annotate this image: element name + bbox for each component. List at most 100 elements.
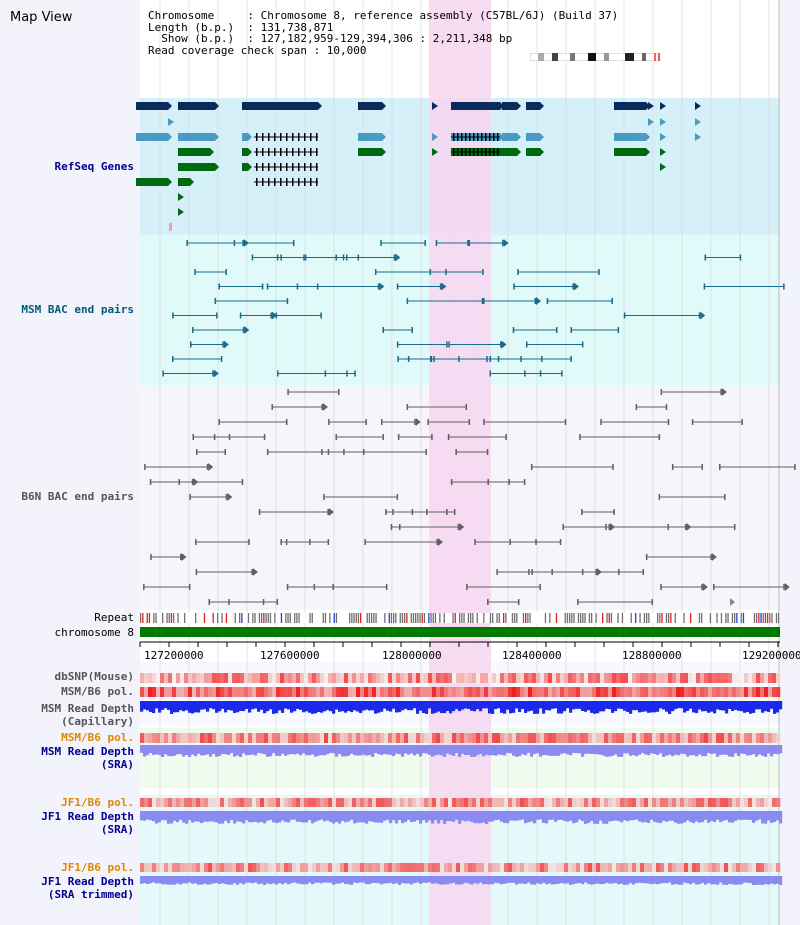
jf1-depth-bar: [278, 811, 282, 823]
jf1-b6-pol-trim-cell: [296, 863, 301, 872]
msm-b6-pol-cell: [504, 687, 509, 697]
msm-b6-pol-cell: [476, 687, 481, 697]
track-label-refseq[interactable]: RefSeq Genes: [54, 160, 134, 173]
msm-depth-cap-bar: [614, 701, 618, 712]
track-label-jf1-pol-2[interactable]: JF1/B6 pol.: [61, 861, 134, 874]
jf1-depth-trim-bar: [311, 876, 315, 885]
msm-depth-cap-bar: [323, 701, 327, 712]
jf1-b6-pol-trim-cell: [684, 863, 689, 872]
jf1-depth-bar: [338, 811, 342, 824]
jf1-depth-bar: [269, 811, 273, 820]
repeat-element: [621, 613, 624, 623]
msm-b6-pol-sra-cell: [340, 733, 345, 743]
track-label-msm-b6-pol[interactable]: MSM/B6 pol.: [61, 685, 134, 698]
refseq-exon: [473, 133, 475, 141]
jf1-b6-pol-trim-cell: [724, 863, 729, 872]
dbsnp-cell: [736, 673, 741, 683]
chromosome-ideogram[interactable]: [530, 53, 660, 61]
msm-depth-sra-bar: [590, 745, 594, 755]
track-label-jf1-depth[interactable]: JF1 Read Depth: [41, 810, 134, 823]
msm-bac-arrow: [441, 282, 447, 291]
track-label-msm-bac[interactable]: MSM BAC end pairs: [21, 303, 134, 316]
jf1-depth-trim-bar: [476, 876, 480, 884]
msm-depth-sra-bar: [530, 745, 534, 757]
msm-depth-sra-bar: [479, 745, 483, 754]
msm-depth-cap-bar: [731, 701, 735, 711]
jf1-b6-pol-trim-cell: [480, 863, 485, 872]
track-label-b6n-bac[interactable]: B6N BAC end pairs: [21, 490, 134, 503]
dbsnp-cell: [764, 673, 769, 683]
refseq-exon: [481, 133, 483, 141]
jf1-depth-trim-bar: [482, 876, 486, 885]
jf1-depth-trim-bar: [383, 876, 387, 884]
msm-depth-cap-bar: [608, 701, 612, 710]
jf1-depth-trim-bar: [518, 876, 522, 884]
repeat-element: [617, 613, 619, 623]
msm-depth-cap-bar: [218, 701, 222, 712]
refseq-gene-arrow: [695, 118, 701, 126]
dbsnp-cell: [728, 673, 733, 683]
msm-b6-pol-sra-cell: [236, 733, 241, 743]
refseq-gene-arrow: [382, 133, 386, 141]
jf1-depth-bar: [263, 811, 267, 824]
jf1-b6-pol-trim-cell: [224, 863, 229, 872]
track-label-jf1-pol[interactable]: JF1/B6 pol.: [61, 796, 134, 809]
msm-depth-cap-bar: [671, 701, 675, 712]
msm-b6-pol-cell: [172, 687, 177, 697]
msm-depth-cap-bar: [443, 701, 447, 714]
msm-b6-pol-sra-cell: [252, 733, 257, 743]
jf1-depth-bar: [707, 811, 711, 823]
jf1-depth-trim-bar: [182, 876, 186, 884]
track-label-msm-b6-pol-2[interactable]: MSM/B6 pol.: [61, 731, 134, 744]
jf1-b6-pol-trim-cell: [428, 863, 433, 872]
b6n-bac-end: [564, 419, 567, 425]
repeat-element: [247, 613, 250, 623]
jf1-depth-trim-bar: [569, 876, 573, 885]
msm-b6-pol-cell: [224, 687, 229, 697]
msm-b6-pol-sra-cell: [764, 733, 769, 743]
msm-b6-pol-cell: [208, 687, 213, 697]
msm-depth-sra-bar: [527, 745, 531, 753]
jf1-depth-trim-bar: [467, 876, 471, 884]
jf1-depth-trim-bar: [653, 876, 657, 884]
jf1-depth-bar: [410, 811, 414, 823]
repeat-element: [353, 613, 355, 623]
msm-depth-sra-bar: [281, 745, 285, 754]
msm-depth-cap-bar: [626, 701, 630, 712]
jf1-depth-trim-bar: [512, 876, 516, 883]
repeat-element: [470, 613, 472, 623]
msm-depth-sra-bar: [407, 745, 411, 755]
b6n-bac-arrow: [181, 553, 187, 561]
track-label-dbsnp[interactable]: dbSNP(Mouse): [54, 670, 134, 683]
jf1-b6-pol-cell: [424, 798, 429, 807]
msm-depth-sra-bar: [725, 745, 729, 755]
jf1-b6-pol-trim-cell: [444, 863, 449, 872]
jf1-b6-pol-cell: [440, 798, 445, 807]
msm-depth-cap-bar: [287, 701, 291, 710]
jf1-depth-trim-bar: [440, 876, 444, 885]
jf1-depth-trim-bar: [770, 876, 774, 884]
msm-depth-sra-bar: [572, 745, 576, 753]
msm-bac-end: [222, 341, 224, 348]
track-label-jf1-trim[interactable]: JF1 Read Depth: [41, 875, 134, 888]
jf1-depth-bar: [536, 811, 540, 820]
jf1-depth-trim-bar: [401, 876, 405, 884]
jf1-depth-bar: [701, 811, 705, 823]
dbsnp-cell: [364, 673, 369, 683]
msm-depth-cap-bar: [683, 701, 687, 713]
jf1-depth-bar: [512, 811, 516, 821]
msm-depth-sra-bar: [362, 745, 366, 755]
jf1-depth-bar: [236, 811, 240, 822]
jf1-depth-bar: [452, 811, 456, 822]
jf1-depth-bar: [416, 811, 420, 821]
track-label-msm-depth-cap[interactable]: MSM Read Depth: [41, 702, 134, 715]
msm-b6-pol-cell: [496, 687, 501, 697]
msm-b6-pol-sra-cell: [652, 733, 657, 743]
track-label-msm-depth-sra[interactable]: MSM Read Depth: [41, 745, 134, 758]
repeat-element: [375, 613, 377, 623]
jf1-depth-bar: [482, 811, 486, 823]
msm-depth-sra-bar: [623, 745, 627, 754]
b6n-bac-end: [287, 389, 289, 395]
jf1-depth-bar: [374, 811, 378, 823]
